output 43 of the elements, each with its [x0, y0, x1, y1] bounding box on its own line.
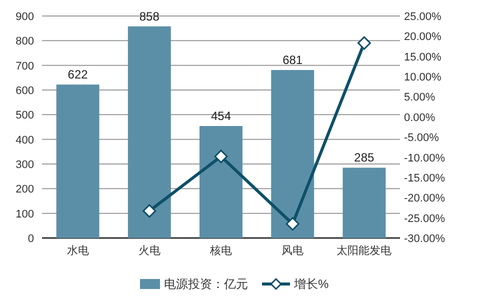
y2-tick-label: 5.00%	[404, 92, 436, 104]
point	[214, 150, 228, 164]
y-tick-label: 600	[16, 85, 34, 97]
x-tick-label: 火电	[138, 244, 160, 257]
y2-tick-label: 20.00%	[404, 31, 442, 44]
legend-label: 电源投资：亿元	[164, 277, 248, 291]
x-tick-label: 核电	[209, 244, 232, 257]
y2-tick-label: -10.00%	[404, 152, 446, 164]
y-tick-label: 100	[16, 208, 34, 220]
y-tick-label: 900	[16, 11, 34, 23]
y2-tick-label: 15.00%	[404, 51, 442, 64]
y2-tick-label: 10.00%	[404, 72, 442, 84]
y-tick-label: 200	[16, 184, 34, 196]
y2-tick-label: -30.00%	[404, 233, 446, 245]
data-label: 681	[282, 53, 303, 68]
x-tick-label: 水电	[66, 244, 89, 257]
y-tick-label: 400	[16, 134, 34, 146]
bar	[56, 84, 100, 238]
bar	[128, 26, 171, 238]
data-label: 622	[68, 68, 88, 82]
point	[357, 36, 371, 50]
y2-tick-label: -15.00%	[404, 172, 446, 184]
data-label: 285	[354, 150, 375, 165]
data-label: 454	[210, 109, 232, 124]
x-tick-label: 太阳能发电	[336, 244, 392, 257]
y2-tick-label: -5.00%	[404, 132, 440, 144]
y-tick-label: 300	[16, 159, 34, 171]
bar	[200, 126, 242, 238]
y-tick-label: 500	[16, 110, 34, 122]
point	[142, 204, 156, 218]
bar	[342, 168, 386, 238]
y2-tick-label: -25.00%	[404, 212, 446, 225]
legend-label: 增长%	[293, 277, 329, 291]
y-tick-label: 700	[16, 60, 34, 72]
x-tick-label: 风电	[282, 244, 304, 257]
data-label: 858	[139, 9, 160, 24]
y2-tick-label: 25.00%	[404, 11, 442, 23]
y2-tick-label: -20.00%	[404, 192, 446, 205]
point	[286, 217, 300, 231]
y-tick-label: 800	[16, 36, 34, 48]
y2-tick-label: 0.00%	[404, 112, 436, 124]
y-tick-label: 0	[28, 233, 34, 245]
bar	[271, 70, 314, 238]
